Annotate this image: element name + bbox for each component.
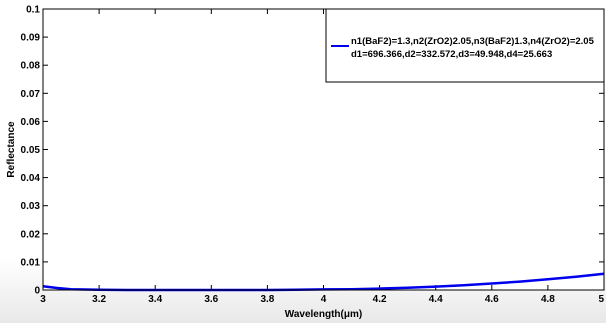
y-tick-label: 0.05 (21, 145, 41, 156)
tick-labels: 3 3.2 3.4 3.6 3.8 4 4.2 4.4 4.6 4.8 5 0 0.01 0.02 0.03… (21, 5, 605, 306)
y-axis-label: Reflectance (6, 121, 17, 178)
x-tick-label: 4.8 (541, 294, 555, 305)
y-tick-label: 0.06 (21, 117, 41, 128)
y-tick-label: 0.03 (21, 201, 41, 212)
y-tick-label: 0.04 (21, 173, 41, 184)
legend-entry-line1: n1(BaF2)=1.3,n2(ZrO2)2.05,n3(BaF2)1.3,n4… (351, 36, 595, 47)
x-tick-label: 3.4 (148, 294, 162, 305)
x-tick-label: 4 (321, 294, 327, 305)
x-tick-label: 4.2 (373, 294, 387, 305)
y-tick-label: 0.1 (26, 5, 40, 16)
y-tick-label: 0.09 (21, 33, 41, 44)
y-tick-label: 0.07 (21, 89, 41, 100)
legend-entry-line2: d1=696.366,d2=332.572,d3=49.948,d4=25.66… (351, 49, 552, 60)
legend: n1(BaF2)=1.3,n2(ZrO2)2.05,n3(BaF2)1.3,n4… (325, 8, 605, 83)
x-tick-label: 5 (598, 294, 604, 305)
plot-frame (42, 8, 605, 291)
x-tick-label: 4.6 (485, 294, 499, 305)
x-tick-label: 3.8 (260, 294, 274, 305)
y-tick-label: 0.08 (21, 61, 41, 72)
x-tick-label: 3 (40, 294, 46, 305)
x-tick-label: 3.2 (92, 294, 106, 305)
x-tick-label: 3.6 (204, 294, 218, 305)
legend-box (325, 8, 605, 83)
y-tick-label: 0 (34, 286, 40, 297)
y-tick-label: 0.02 (21, 229, 41, 240)
x-tick-label: 4.4 (429, 294, 443, 305)
y-tick-label: 0.01 (21, 257, 41, 268)
x-axis-label: Wavelength(μm) (285, 309, 362, 320)
